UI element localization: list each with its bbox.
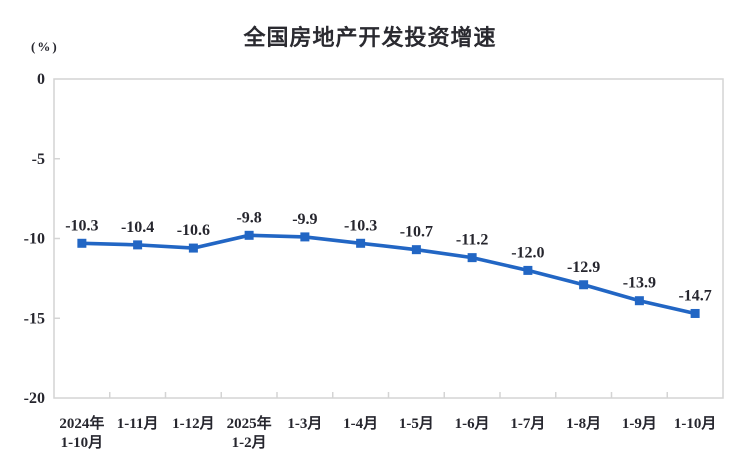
data-label: -14.7 — [678, 287, 711, 304]
x-category-label: 1-12月 — [172, 415, 215, 432]
x-category-label: 1-6月 — [455, 415, 490, 432]
data-label: -10.6 — [177, 222, 210, 239]
x-category-label: 2025年 — [227, 414, 272, 432]
series-marker — [634, 296, 644, 306]
series-marker — [467, 253, 477, 263]
data-label: -9.9 — [292, 211, 317, 228]
x-category-label: 1-7月 — [510, 415, 545, 432]
x-category-label: 1-9月 — [622, 415, 657, 432]
y-tick-label: -5 — [32, 151, 45, 168]
data-label: -12.9 — [567, 259, 600, 276]
x-category-label: 1-4月 — [343, 415, 378, 432]
y-tick-label: 0 — [37, 71, 45, 88]
series-marker — [579, 280, 589, 290]
series-marker — [77, 238, 87, 248]
series-marker — [133, 240, 143, 250]
x-category-label: 1-10月 — [674, 415, 717, 432]
series-marker — [356, 238, 366, 248]
series-line — [80, 233, 697, 316]
x-category-label: 1-10月 — [61, 434, 104, 451]
data-label: -13.9 — [623, 275, 656, 292]
data-label: -12.0 — [511, 244, 544, 261]
chart-title: 全国房地产开发投资增速 — [243, 25, 497, 50]
data-label: -10.4 — [121, 219, 154, 236]
data-label: -10.7 — [400, 224, 433, 241]
x-category-label: 1-11月 — [117, 415, 159, 432]
x-category-label: 1-8月 — [566, 415, 601, 432]
x-category-label: 1-2月 — [232, 434, 267, 451]
series-marker — [188, 243, 198, 253]
y-tick-label: -10 — [24, 231, 45, 248]
series-marker — [300, 232, 310, 242]
x-category-label: 2024年 — [59, 414, 104, 432]
x-axis: 2024年 1-10月 1-11月 1-12月 2025年 1-2月 1-3月 1-4月 1-5… — [59, 392, 716, 451]
data-labels: -10.3 -10.4 -10.6 -9.8 -9.9 -10.3 -10.7 -11.2 -1… — [65, 209, 712, 304]
y-tick-label: -20 — [24, 390, 45, 407]
y-axis-unit-label: (%) — [31, 39, 59, 54]
x-category-label: 1-5月 — [399, 415, 434, 432]
series-marker — [690, 308, 700, 318]
data-label: -11.2 — [456, 232, 488, 249]
series-marker — [411, 245, 421, 255]
series-marker — [244, 230, 254, 240]
y-axis: 0 -5 -10 -15 -20 — [24, 71, 60, 407]
data-label: -10.3 — [344, 217, 377, 234]
plot-border — [53, 78, 724, 399]
data-label: -9.8 — [236, 209, 261, 226]
series-markers — [77, 230, 700, 318]
x-category-label: 1-3月 — [287, 415, 322, 432]
data-label: -10.3 — [65, 217, 98, 234]
y-tick-label: -15 — [24, 310, 45, 327]
series-marker — [523, 265, 533, 275]
